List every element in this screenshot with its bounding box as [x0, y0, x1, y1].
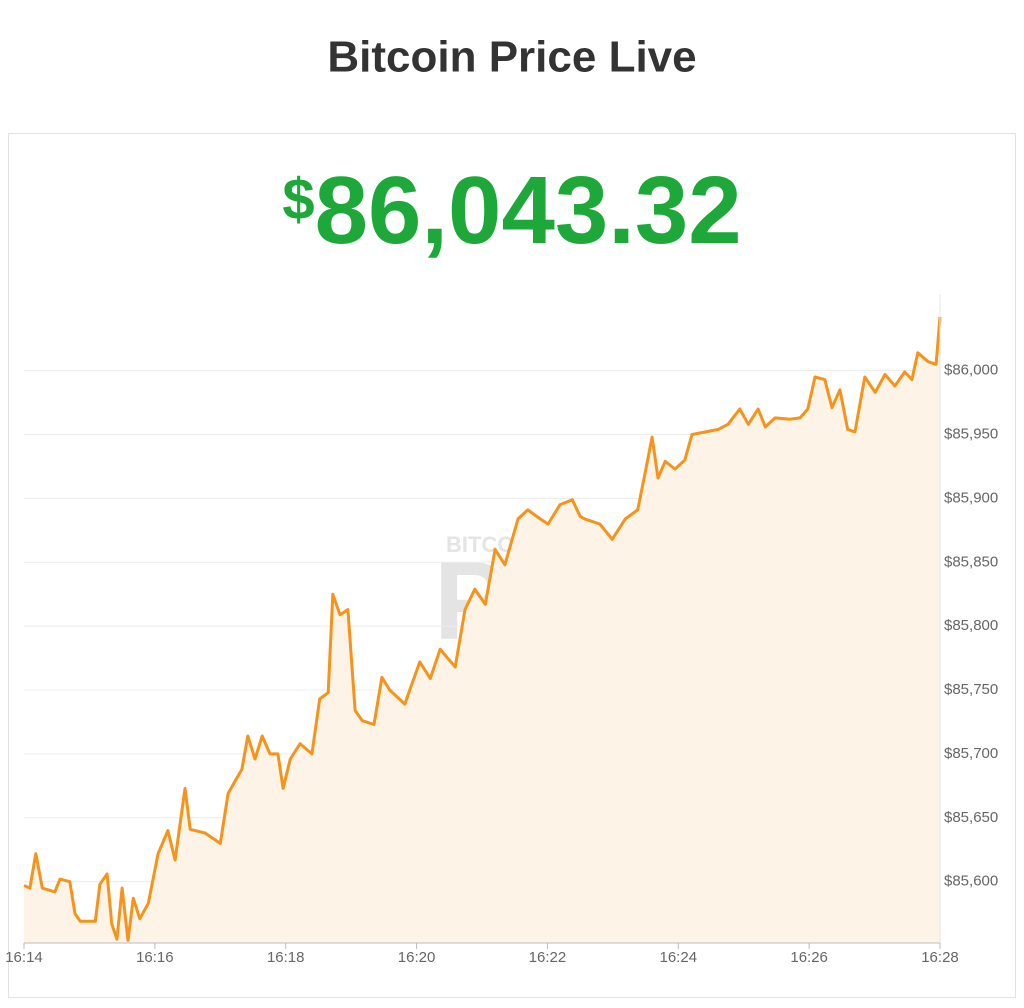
- plot: BITCOIN MAGAZINEPRO$85,600$85,650$85,700…: [5, 294, 998, 966]
- y-tick-label: $85,750: [944, 681, 998, 698]
- x-tick-label: 16:22: [529, 949, 567, 966]
- y-tick-label: $85,650: [944, 809, 998, 826]
- y-tick-label: $85,700: [944, 745, 998, 762]
- y-tick-label: $86,000: [944, 362, 998, 379]
- x-tick-label: 16:26: [790, 949, 828, 966]
- price-value: 86,043.32: [315, 157, 742, 264]
- x-tick-label: 16:16: [136, 949, 174, 966]
- page-title: Bitcoin Price Live: [327, 33, 696, 82]
- y-tick-label: $85,850: [944, 553, 998, 570]
- price-line: [23, 316, 942, 942]
- y-tick-label: $85,950: [944, 426, 998, 443]
- price-symbol: $: [282, 167, 314, 232]
- x-tick-label: 16:28: [921, 949, 959, 966]
- x-tick-label: 16:20: [398, 949, 436, 966]
- x-tick-label: 16:14: [5, 949, 43, 966]
- y-tick-label: $85,600: [944, 873, 998, 890]
- area: [24, 317, 940, 943]
- x-tick-label: 16:24: [660, 949, 698, 966]
- price: $86,043.32: [282, 157, 741, 264]
- y-tick-label: $85,800: [944, 617, 998, 634]
- x-tick-label: 16:18: [267, 949, 305, 966]
- y-tick-label: $85,900: [944, 489, 998, 506]
